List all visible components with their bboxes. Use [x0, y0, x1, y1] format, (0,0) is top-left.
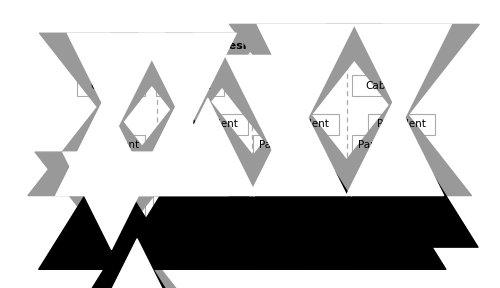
Text: Cabinet formation/nomination:: Cabinet formation/nomination: — [70, 235, 216, 244]
Text: Voters: Voters — [170, 200, 203, 210]
Text: President-parliamentarism: President-parliamentarism — [215, 41, 382, 51]
Bar — [352, 135, 420, 156]
Text: Cabinet: Cabinet — [90, 81, 131, 90]
Text: Parliament: Parliament — [358, 141, 414, 150]
Bar — [271, 114, 338, 134]
Text: Presidentialism: Presidentialism — [348, 41, 444, 51]
Text: President: President — [377, 119, 426, 129]
Text: President: President — [189, 119, 238, 129]
Bar — [250, 195, 318, 215]
Bar — [352, 75, 420, 96]
Bar — [152, 135, 220, 156]
Text: Cabinet: Cabinet — [267, 81, 308, 90]
Bar — [368, 114, 436, 134]
Bar — [77, 195, 145, 215]
Text: Popular/direct elections:: Popular/direct elections: — [70, 226, 186, 235]
Text: Voters: Voters — [364, 200, 397, 210]
Text: Parliament: Parliament — [158, 141, 214, 150]
Bar — [346, 195, 414, 215]
Bar — [254, 75, 321, 96]
Text: Cabinet survival:: Cabinet survival: — [70, 244, 150, 253]
Text: Premier-presidentialism: Premier-presidentialism — [126, 41, 278, 51]
Bar — [180, 114, 248, 134]
Bar — [77, 75, 145, 96]
Bar — [156, 75, 224, 96]
Bar — [254, 135, 321, 156]
Text: Cabinet: Cabinet — [170, 81, 210, 90]
Text: Parliamentarism: Parliamentarism — [60, 41, 162, 51]
Text: Parliament: Parliament — [83, 141, 139, 150]
Text: Cabinet: Cabinet — [366, 81, 406, 90]
Bar — [77, 135, 145, 156]
Text: Parliament: Parliament — [259, 141, 316, 150]
Text: Voters: Voters — [267, 200, 300, 210]
Text: President: President — [280, 119, 329, 129]
Text: Voters: Voters — [94, 200, 128, 210]
Bar — [152, 195, 220, 215]
